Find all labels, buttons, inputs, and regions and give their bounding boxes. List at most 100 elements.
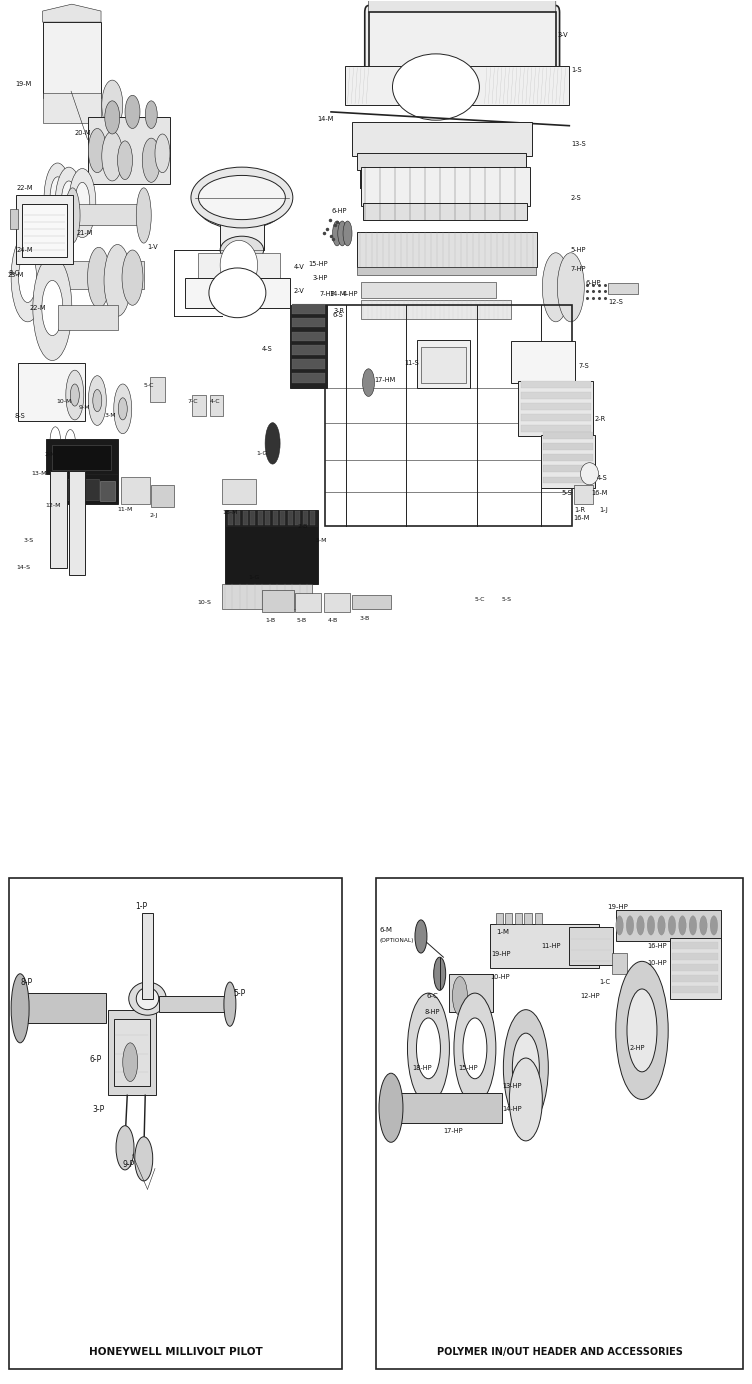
Text: 2-S: 2-S <box>571 195 581 201</box>
Ellipse shape <box>332 221 341 246</box>
Bar <box>421 347 466 382</box>
Ellipse shape <box>33 256 71 360</box>
Ellipse shape <box>42 281 63 336</box>
Ellipse shape <box>24 234 42 284</box>
Bar <box>72 205 144 226</box>
Bar <box>43 93 101 123</box>
Ellipse shape <box>199 176 285 220</box>
Text: 4-C: 4-C <box>210 400 220 404</box>
Bar <box>543 432 593 439</box>
Bar <box>361 282 496 299</box>
Ellipse shape <box>669 916 676 936</box>
Bar <box>235 511 241 525</box>
Ellipse shape <box>69 169 96 238</box>
Bar <box>43 22 101 98</box>
Text: 2-V: 2-V <box>293 288 305 295</box>
Bar <box>295 592 321 612</box>
Text: 1-B: 1-B <box>265 617 275 623</box>
Bar <box>292 358 325 368</box>
Text: 14-HP: 14-HP <box>502 1106 521 1113</box>
Bar <box>273 511 277 525</box>
Bar <box>69 471 85 574</box>
Bar <box>142 913 153 999</box>
Ellipse shape <box>220 241 258 291</box>
Text: 1-M: 1-M <box>496 929 509 936</box>
Ellipse shape <box>145 101 157 129</box>
Bar <box>310 511 315 525</box>
Text: 1-R: 1-R <box>574 507 585 512</box>
Text: 3-M: 3-M <box>104 414 116 418</box>
Ellipse shape <box>104 245 131 317</box>
Text: 10-S: 10-S <box>198 599 211 605</box>
Text: 2-B: 2-B <box>297 523 308 529</box>
Bar <box>511 342 575 382</box>
Text: 21-M: 21-M <box>76 230 92 237</box>
Text: 15-HP: 15-HP <box>459 1064 478 1071</box>
Text: 8-C: 8-C <box>9 270 20 277</box>
Bar <box>47 439 117 473</box>
Bar <box>225 526 318 584</box>
Ellipse shape <box>191 167 293 228</box>
Ellipse shape <box>626 916 634 936</box>
Text: 11-M: 11-M <box>117 507 133 512</box>
Bar <box>672 965 718 972</box>
Bar <box>220 198 264 251</box>
Bar <box>292 304 325 314</box>
Text: 13-S: 13-S <box>571 141 586 147</box>
Ellipse shape <box>66 370 83 419</box>
Text: 4-S: 4-S <box>597 475 608 480</box>
Ellipse shape <box>19 253 37 303</box>
Ellipse shape <box>88 375 106 425</box>
Ellipse shape <box>454 994 496 1103</box>
Ellipse shape <box>415 920 427 954</box>
Bar <box>543 465 593 472</box>
Text: 1-G: 1-G <box>249 574 260 580</box>
Text: 18-M: 18-M <box>223 509 238 515</box>
Bar <box>20 994 106 1024</box>
Bar <box>574 484 593 504</box>
Ellipse shape <box>102 80 123 130</box>
Text: 14-M: 14-M <box>317 116 334 122</box>
Ellipse shape <box>117 141 132 180</box>
Ellipse shape <box>542 253 569 322</box>
Ellipse shape <box>393 54 479 120</box>
Ellipse shape <box>11 234 44 322</box>
Bar <box>496 913 503 925</box>
Text: 2-HP: 2-HP <box>629 1045 644 1052</box>
Text: 1-J: 1-J <box>599 507 608 512</box>
Text: 5-C: 5-C <box>475 597 485 602</box>
Ellipse shape <box>220 237 264 264</box>
Bar <box>50 471 67 567</box>
Ellipse shape <box>114 383 132 433</box>
Bar <box>505 913 512 925</box>
Bar <box>292 332 325 342</box>
Bar <box>262 590 293 612</box>
Bar <box>670 938 720 999</box>
Bar <box>520 381 591 388</box>
Ellipse shape <box>209 268 266 318</box>
Bar <box>151 484 174 507</box>
Ellipse shape <box>434 958 446 991</box>
Bar <box>292 346 325 354</box>
Ellipse shape <box>62 181 76 223</box>
Text: 12-M: 12-M <box>45 502 60 508</box>
Bar <box>543 443 593 450</box>
Bar <box>520 403 591 410</box>
Bar <box>225 509 318 526</box>
Bar <box>258 511 263 525</box>
Bar <box>543 454 593 461</box>
Text: 5-C: 5-C <box>144 383 154 388</box>
Text: 6-HP: 6-HP <box>331 209 347 215</box>
Bar <box>121 476 150 504</box>
Text: 22-M: 22-M <box>30 304 47 311</box>
Ellipse shape <box>56 167 82 237</box>
Bar <box>17 195 72 264</box>
Bar <box>357 233 537 267</box>
Text: 1-V: 1-V <box>147 244 158 251</box>
Text: 8-HP: 8-HP <box>425 1009 440 1016</box>
Ellipse shape <box>379 1073 403 1142</box>
Bar <box>292 318 325 328</box>
Bar <box>616 911 720 941</box>
Bar <box>391 1092 502 1122</box>
Bar <box>490 925 599 969</box>
